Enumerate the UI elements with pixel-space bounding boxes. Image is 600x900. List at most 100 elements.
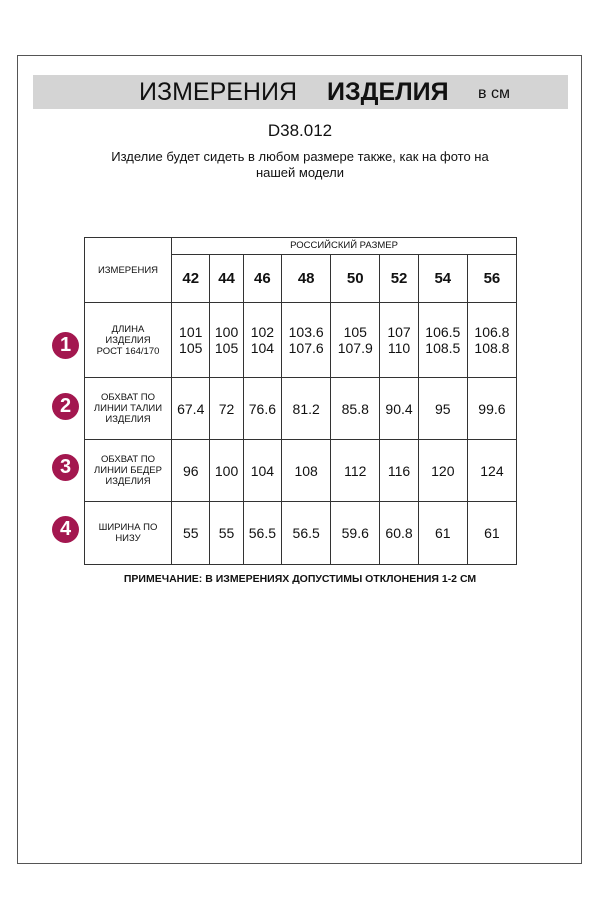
measure-label-line: ОБХВАТ ПО <box>100 392 156 403</box>
cell-value: 103.6 <box>288 324 324 340</box>
table-cell: 59.6 <box>330 501 381 565</box>
size-header: 46 <box>242 254 283 303</box>
cell-value: 61 <box>435 525 451 541</box>
table-cell: 67.4 <box>170 377 211 440</box>
measure-label-line: ИЗДЕЛИЯ <box>105 476 151 487</box>
measure-label-line: НИЗУ <box>115 533 141 544</box>
table-row: ОБХВАТ ПО ЛИНИИ ТАЛИИ ИЗДЕЛИЯ 67.4 72 76.6 81.… <box>84 377 518 440</box>
table-cell: 85.8 <box>330 377 381 440</box>
measure-label-line: ЛИНИИ БЕДЕР <box>94 465 162 476</box>
cell-value: 102 <box>250 324 275 340</box>
description: Изделие будет сидеть в любом размере так… <box>111 149 489 180</box>
table-cell: 76.6 <box>242 377 283 440</box>
row-number-badge: 1 <box>52 332 79 359</box>
measure-header: ИЗМЕРЕНИЯ <box>84 237 172 303</box>
measure-label-line: ИЗДЕЛИЯ <box>105 334 151 346</box>
measure-label-line: ОБХВАТ ПО <box>100 454 156 465</box>
size-group-label: РОССИЙСКИЙ РАЗМЕР <box>171 237 517 255</box>
cell-value: 106.5 <box>425 324 461 340</box>
table-row: ШИРИНА ПО НИЗУ 55 55 56.5 56.5 59.6 60.8 61 61 <box>84 501 518 565</box>
cell-value: 105 <box>214 340 239 356</box>
measure-label: ДЛИНА ИЗДЕЛИЯ РОСТ 164/170 <box>84 302 172 378</box>
table-cell: 120 <box>417 439 468 502</box>
table-cell: 90.4 <box>379 377 419 440</box>
cell-value: 120 <box>431 462 455 479</box>
note: ПРИМЕЧАНИЕ: В ИЗМЕРЕНИЯХ ДОПУСТИМЫ ОТКЛО… <box>123 573 477 585</box>
page-frame <box>17 55 582 864</box>
title-unit: в см <box>478 85 510 102</box>
row-number-badge: 2 <box>52 393 79 420</box>
row-number-badge: 4 <box>52 516 79 543</box>
cell-value: 59.6 <box>341 525 369 541</box>
cell-value: 61 <box>484 525 500 541</box>
cell-value: 55 <box>218 525 235 541</box>
size-header: 44 <box>209 254 244 303</box>
size-header: 50 <box>330 254 381 303</box>
measure-label: ОБХВАТ ПО ЛИНИИ БЕДЕР ИЗДЕЛИЯ <box>84 439 172 502</box>
cell-value: 76.6 <box>248 400 276 417</box>
table-cell: 60.8 <box>379 501 419 565</box>
cell-value: 112 <box>344 462 367 479</box>
table-cell: 56.5 <box>281 501 332 565</box>
cell-value: 81.2 <box>292 400 320 417</box>
measure-label: ШИРИНА ПО НИЗУ <box>84 501 172 565</box>
table-cell: 106.8 108.8 <box>466 302 518 378</box>
measure-label-line: ИЗДЕЛИЯ <box>105 414 151 425</box>
measure-label-line: РОСТ 164/170 <box>96 345 160 357</box>
cell-value: 108.8 <box>474 340 510 356</box>
size-header: 54 <box>417 254 468 303</box>
table-cell: 105 107.9 <box>330 302 381 378</box>
table-cell: 61 <box>417 501 468 565</box>
cell-value: 56.5 <box>248 525 276 541</box>
measure-label: ОБХВАТ ПО ЛИНИИ ТАЛИИ ИЗДЕЛИЯ <box>84 377 172 440</box>
title-band <box>33 75 568 109</box>
table-cell: 100 105 <box>209 302 244 378</box>
table-cell: 124 <box>466 439 518 502</box>
cell-value: 116 <box>387 462 411 479</box>
measure-label-line: ШИРИНА ПО <box>98 522 158 533</box>
size-header: 56 <box>466 254 518 303</box>
cell-value: 99.6 <box>478 400 506 417</box>
cell-value: 55 <box>182 525 199 541</box>
cell-value: 101 <box>179 324 203 340</box>
table-cell: 55 <box>209 501 244 565</box>
cell-value: 124 <box>480 462 504 479</box>
cell-value: 107.6 <box>288 340 324 356</box>
cell-value: 108.5 <box>425 340 461 356</box>
size-header: 42 <box>170 254 211 303</box>
table-row: ОБХВАТ ПО ЛИНИИ БЕДЕР ИЗДЕЛИЯ 96 100 104 108 11… <box>84 439 518 502</box>
table-cell: 81.2 <box>281 377 332 440</box>
cell-value: 60.8 <box>385 525 413 541</box>
table-cell: 100 <box>209 439 244 502</box>
cell-value: 107 <box>387 324 411 340</box>
cell-value: 95 <box>435 400 451 417</box>
table-cell: 95 <box>417 377 468 440</box>
cell-value: 96 <box>182 462 199 479</box>
cell-value: 85.8 <box>341 400 369 417</box>
table-cell: 99.6 <box>466 377 518 440</box>
table-cell: 104 <box>242 439 283 502</box>
table-cell: 101 105 <box>170 302 211 378</box>
cell-value: 110 <box>387 340 411 356</box>
cell-value: 107.9 <box>337 340 373 356</box>
table-cell: 102 104 <box>242 302 283 378</box>
table-cell: 56.5 <box>242 501 283 565</box>
size-header: 52 <box>379 254 419 303</box>
cell-value: 105 <box>179 340 203 356</box>
table-cell: 108 <box>281 439 332 502</box>
cell-value: 72 <box>218 400 235 417</box>
cell-value: 100 <box>214 324 239 340</box>
cell-value: 100 <box>214 462 239 479</box>
table-cell: 112 <box>330 439 381 502</box>
size-table: ИЗМЕРЕНИЯ РОССИЙСКИЙ РАЗМЕР 42 44 46 48 50 52 54… <box>84 237 518 565</box>
cell-value: 67.4 <box>177 400 205 417</box>
table-cell: 106.5 108.5 <box>417 302 468 378</box>
table-cell: 107 110 <box>379 302 419 378</box>
size-header: 48 <box>281 254 332 303</box>
row-number-badge: 3 <box>52 454 79 481</box>
table-cell: 61 <box>466 501 518 565</box>
table-cell: 72 <box>209 377 244 440</box>
cell-value: 105 <box>343 324 367 340</box>
cell-value: 90.4 <box>385 400 413 417</box>
table-row: ДЛИНА ИЗДЕЛИЯ РОСТ 164/170 101 105 100 105 102 1… <box>84 302 518 378</box>
